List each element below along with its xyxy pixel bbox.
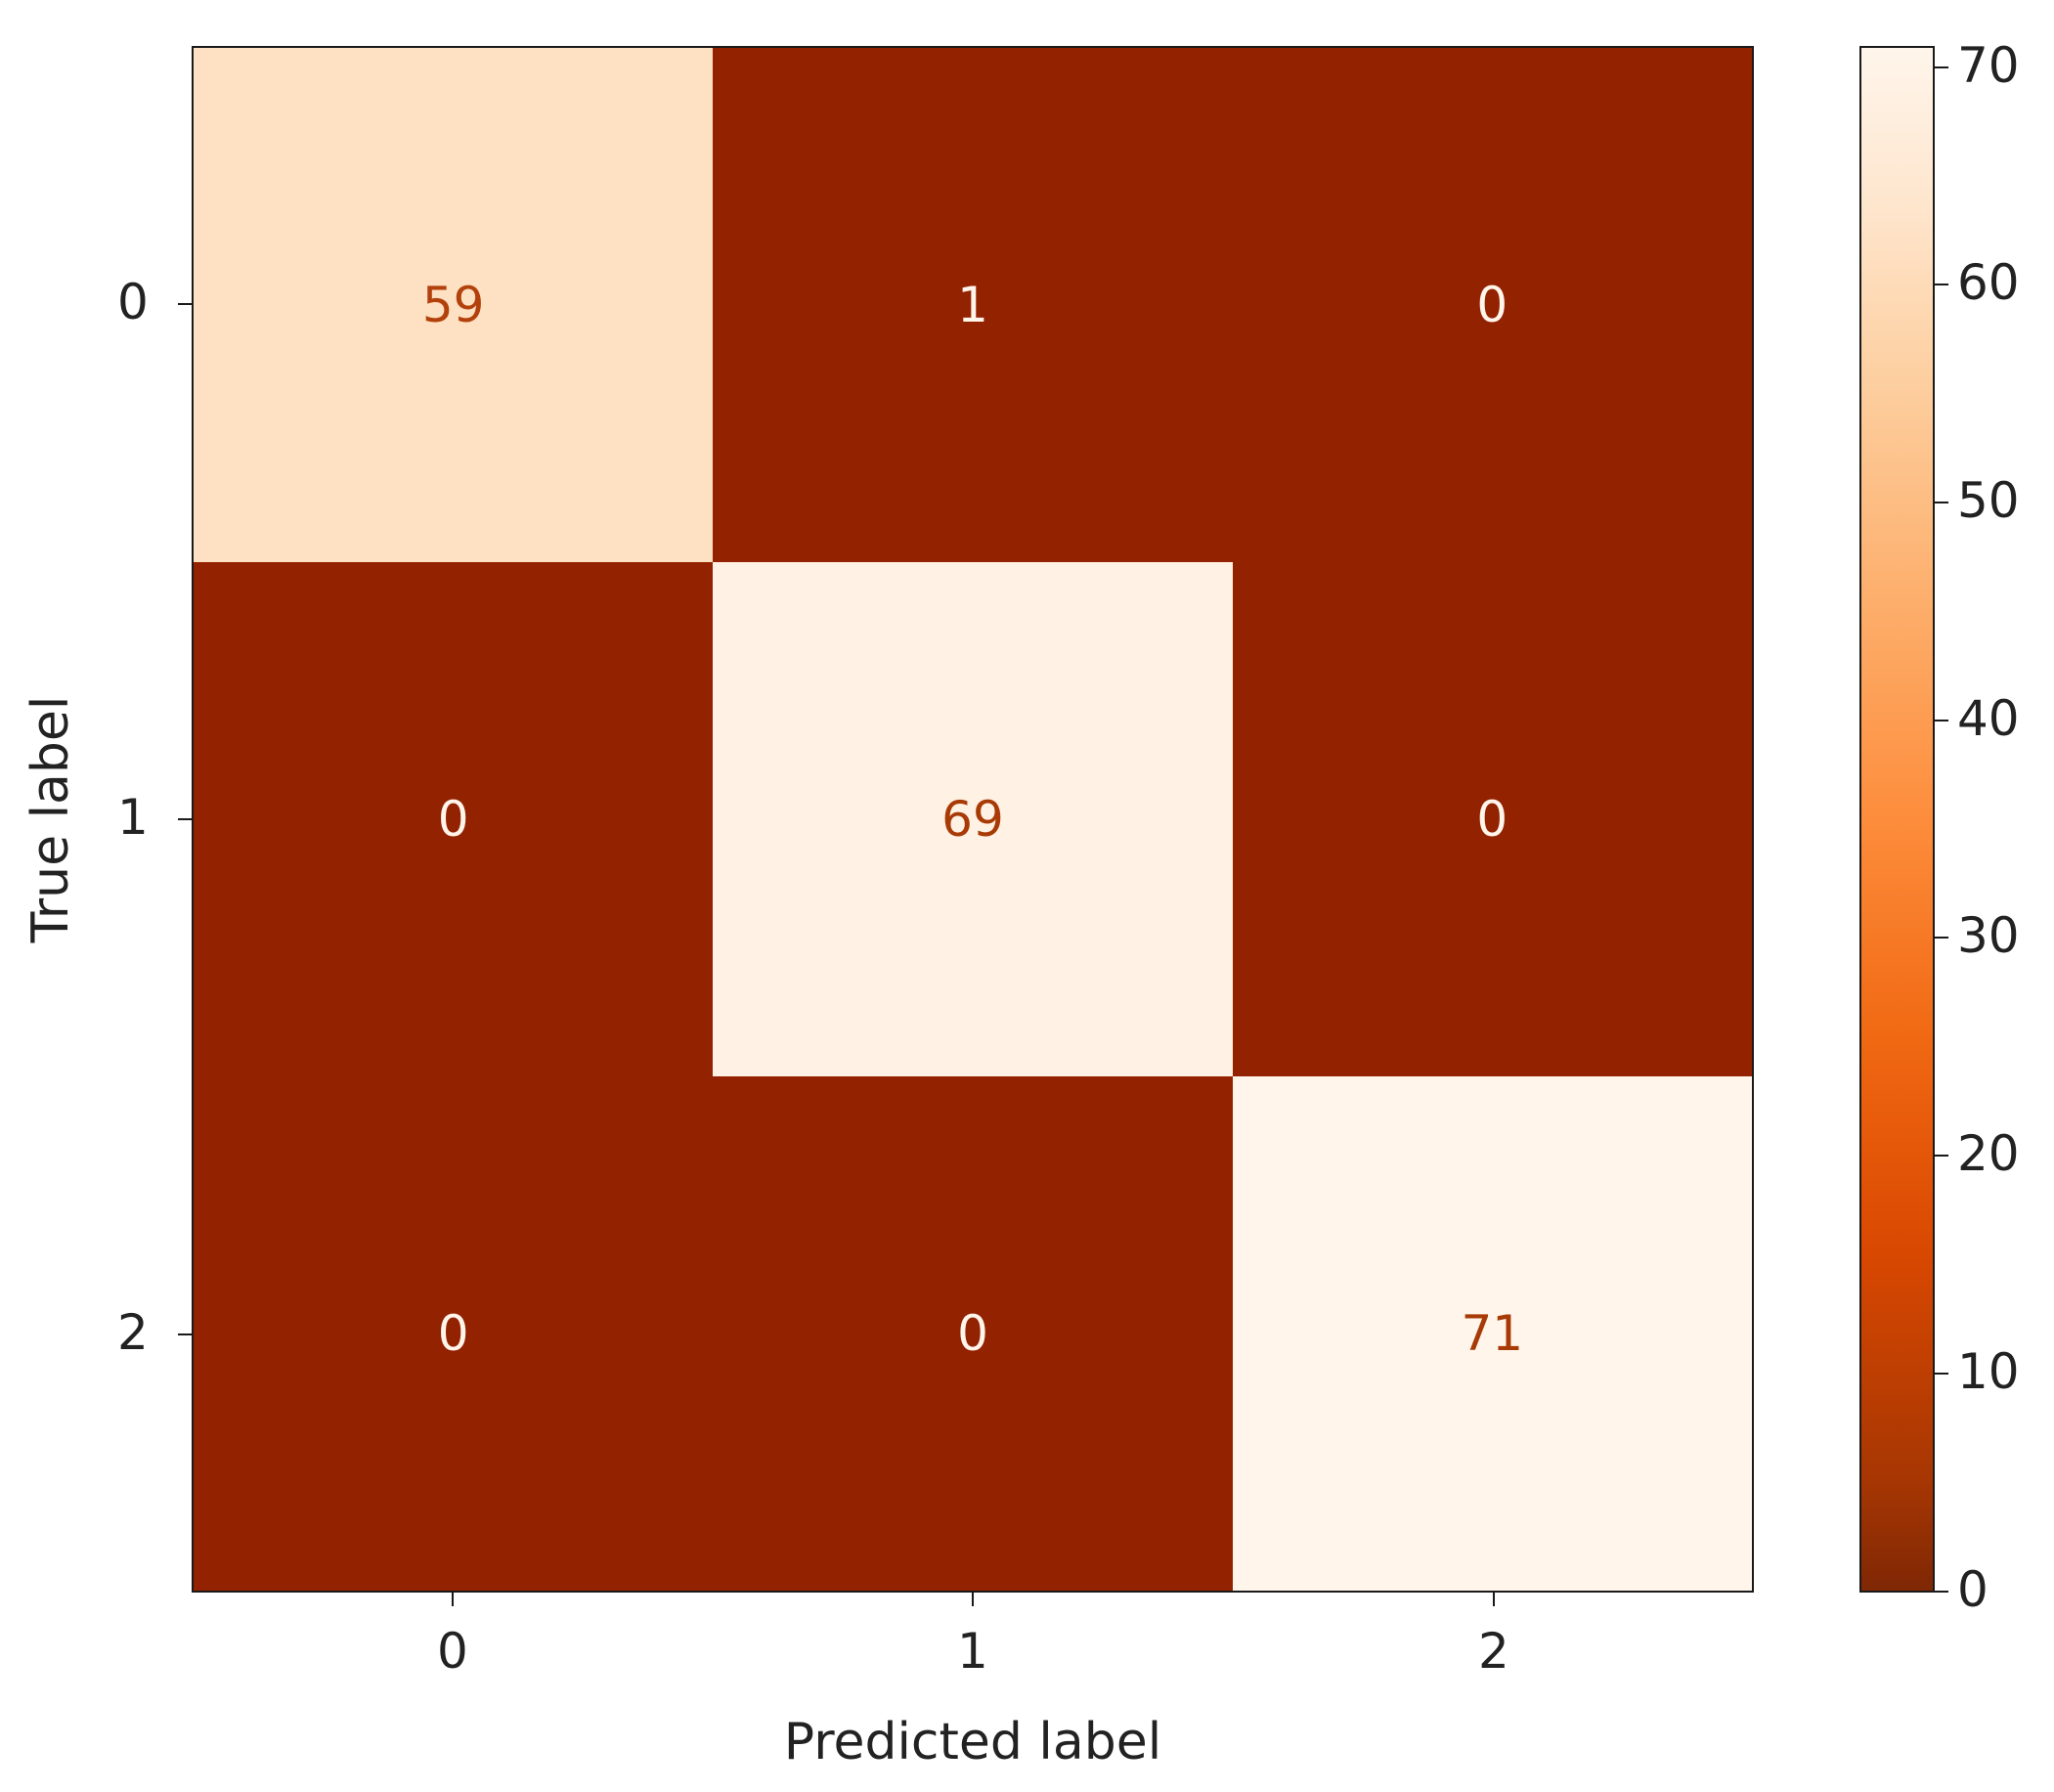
colorbar-tick-label: 40 — [1957, 690, 2020, 747]
cell-value: 59 — [421, 277, 485, 333]
colorbar-tick-mark — [1935, 720, 1948, 721]
cell-value: 0 — [1476, 277, 1508, 333]
colorbar-tick-mark — [1935, 937, 1948, 939]
confusion-matrix-axes: 59 1 0 0 69 0 0 0 71 — [192, 46, 1754, 1593]
cell-value: 0 — [437, 1305, 469, 1362]
cell-0-1: 1 — [713, 48, 1233, 562]
x-tick-label: 1 — [957, 1623, 988, 1680]
cell-value: 1 — [957, 277, 988, 333]
y-tick-label: 1 — [117, 789, 149, 846]
cell-1-1: 69 — [713, 562, 1233, 1076]
cell-value: 0 — [957, 1305, 988, 1362]
cell-value: 71 — [1461, 1305, 1524, 1362]
colorbar-tick-mark — [1935, 284, 1948, 285]
colorbar-tick-label: 0 — [1957, 1561, 1988, 1618]
colorbar — [1859, 46, 1935, 1593]
colorbar-tick-label: 20 — [1957, 1125, 2020, 1182]
y-tick-label: 2 — [117, 1304, 149, 1361]
colorbar-tick-mark — [1935, 502, 1948, 503]
colorbar-tick-mark — [1935, 1155, 1948, 1157]
cell-2-1: 0 — [713, 1076, 1233, 1591]
cell-2-2: 71 — [1232, 1076, 1752, 1591]
cell-value: 0 — [1476, 791, 1508, 848]
x-tick-mark — [452, 1593, 454, 1606]
x-tick-label: 2 — [1478, 1623, 1509, 1680]
y-tick-mark — [178, 1333, 192, 1335]
cell-1-2: 0 — [1232, 562, 1752, 1076]
y-axis-label: True label — [22, 695, 80, 943]
colorbar-tick-label: 30 — [1957, 907, 2020, 964]
colorbar-tick-mark — [1935, 1373, 1948, 1375]
cell-value: 0 — [437, 791, 469, 848]
colorbar-tick-label: 70 — [1957, 37, 2020, 94]
x-tick-mark — [1493, 1593, 1495, 1606]
cell-2-0: 0 — [194, 1076, 714, 1591]
y-tick-label: 0 — [117, 274, 149, 330]
cell-0-0: 59 — [194, 48, 714, 562]
cell-value: 69 — [941, 791, 1004, 848]
x-tick-mark — [972, 1593, 974, 1606]
colorbar-tick-label: 10 — [1957, 1343, 2020, 1400]
y-tick-mark — [178, 303, 192, 305]
cell-0-2: 0 — [1232, 48, 1752, 562]
colorbar-tick-mark — [1935, 66, 1948, 68]
colorbar-tick-label: 60 — [1957, 254, 2020, 311]
cell-1-0: 0 — [194, 562, 714, 1076]
x-tick-label: 0 — [437, 1623, 468, 1680]
y-tick-mark — [178, 818, 192, 820]
x-axis-label: Predicted label — [783, 1713, 1162, 1771]
colorbar-tick-label: 50 — [1957, 472, 2020, 529]
colorbar-tick-mark — [1935, 1591, 1948, 1593]
